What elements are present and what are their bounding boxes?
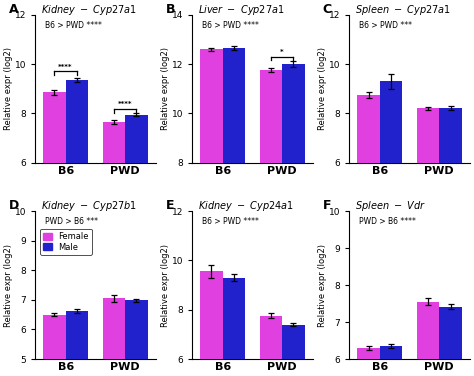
Text: C: C [323,3,332,16]
Y-axis label: Relative expr (log2): Relative expr (log2) [161,47,170,130]
Y-axis label: Relative expr (log2): Relative expr (log2) [4,244,13,326]
Bar [282,324,305,376]
Text: F: F [323,199,331,212]
Text: $\it{Kidney\ -\ Cyp24a1}$: $\it{Kidney\ -\ Cyp24a1}$ [198,199,294,213]
Text: $\it{Kidney\ -\ Cyp27a1}$: $\it{Kidney\ -\ Cyp27a1}$ [41,3,137,17]
Bar [200,271,223,376]
Bar [65,311,88,376]
Text: B6 > PWD ****: B6 > PWD **** [45,21,101,30]
Text: D: D [9,199,19,212]
Bar [65,80,88,311]
Bar [200,49,223,360]
Text: PWD > B6 ***: PWD > B6 *** [45,217,98,226]
Bar [102,299,125,376]
Text: A: A [9,3,18,16]
Bar [380,346,402,376]
Bar [260,70,282,360]
Bar [125,115,147,311]
Y-axis label: Relative expr (log2): Relative expr (log2) [161,244,170,326]
Y-axis label: Relative expr (log2): Relative expr (log2) [319,244,328,326]
Y-axis label: Relative expr (log2): Relative expr (log2) [319,47,328,130]
Bar [439,108,462,311]
Text: $\it{Kidney\ -\ Cyp27b1}$: $\it{Kidney\ -\ Cyp27b1}$ [41,199,137,213]
Text: E: E [165,199,174,212]
Bar [102,122,125,311]
Text: *: * [281,49,284,55]
Text: B6 > PWD ****: B6 > PWD **** [202,217,259,226]
Legend: Female, Male: Female, Male [40,229,92,255]
Text: PWD > B6 ****: PWD > B6 **** [359,217,416,226]
Text: ****: **** [118,102,132,108]
Bar [43,315,65,376]
Bar [357,95,380,311]
Bar [357,348,380,376]
Text: B6 > PWD ***: B6 > PWD *** [359,21,412,30]
Y-axis label: Relative expr (log2): Relative expr (log2) [4,47,13,130]
Bar [417,302,439,376]
Text: $\it{Liver\ -\ Cyp27a1}$: $\it{Liver\ -\ Cyp27a1}$ [198,3,285,17]
Bar [260,316,282,376]
Bar [417,108,439,311]
Text: B: B [165,3,175,16]
Bar [223,277,245,376]
Text: $\it{Spleen\ -\ Cyp27a1}$: $\it{Spleen\ -\ Cyp27a1}$ [355,3,451,17]
Bar [223,48,245,360]
Bar [380,81,402,311]
Bar [282,64,305,360]
Text: ****: **** [58,64,73,70]
Bar [43,92,65,311]
Bar [439,306,462,376]
Text: $\it{Spleen\ -\ Vdr}$: $\it{Spleen\ -\ Vdr}$ [355,199,426,213]
Text: B6 > PWD ****: B6 > PWD **** [202,21,259,30]
Bar [125,300,147,376]
